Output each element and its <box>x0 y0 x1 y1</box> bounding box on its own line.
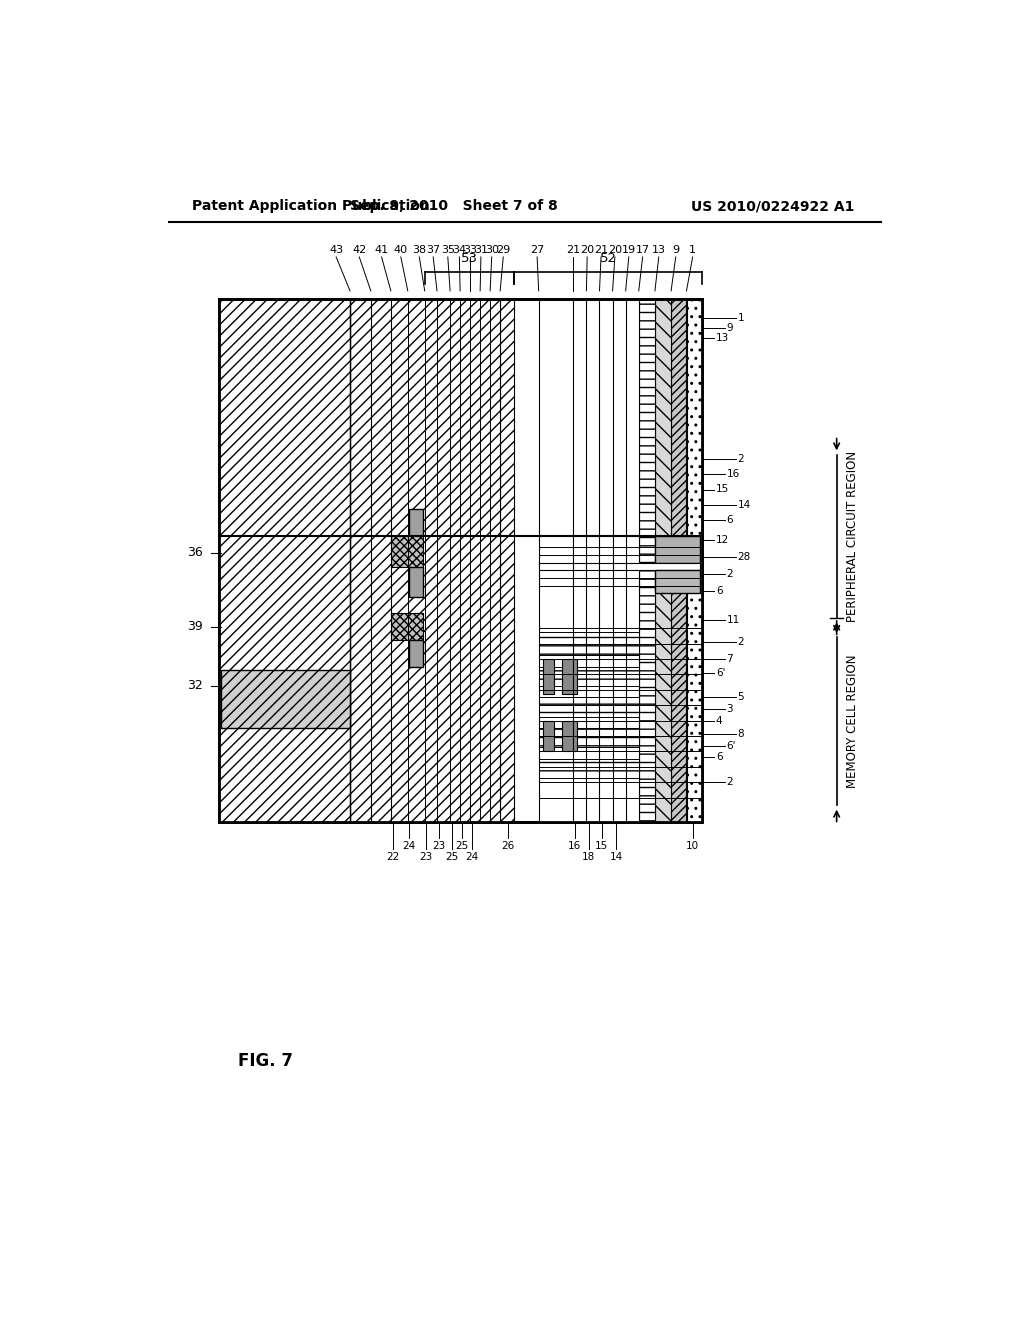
Bar <box>500 300 514 822</box>
Text: 6': 6' <box>727 741 736 751</box>
Text: 24: 24 <box>465 853 478 862</box>
Bar <box>562 659 578 693</box>
Text: 1: 1 <box>737 313 744 323</box>
Bar <box>655 300 671 822</box>
Text: 9: 9 <box>672 246 679 256</box>
Text: 26: 26 <box>501 841 514 850</box>
Text: 13: 13 <box>716 333 729 343</box>
Text: 11: 11 <box>727 615 739 626</box>
Bar <box>539 759 639 779</box>
Text: 16: 16 <box>727 469 739 479</box>
Text: 25: 25 <box>445 853 459 862</box>
Text: 17: 17 <box>636 246 649 256</box>
Bar <box>391 612 423 640</box>
Bar <box>539 667 639 686</box>
Text: 35: 35 <box>440 246 455 256</box>
Bar <box>539 632 639 655</box>
Bar <box>686 300 701 822</box>
Text: 12: 12 <box>716 535 729 545</box>
Bar <box>671 300 686 822</box>
Bar <box>410 508 423 536</box>
Text: 2: 2 <box>737 638 744 647</box>
Text: 3: 3 <box>727 704 733 714</box>
Bar <box>543 659 554 693</box>
Text: 14: 14 <box>610 853 623 862</box>
Text: 24: 24 <box>402 841 416 850</box>
Text: 19: 19 <box>622 246 636 256</box>
Bar <box>410 566 423 598</box>
Text: 7: 7 <box>727 653 733 664</box>
Text: 6: 6 <box>727 515 733 525</box>
Text: 2: 2 <box>737 454 744 463</box>
Text: 33: 33 <box>463 246 477 256</box>
Text: 42: 42 <box>352 246 367 256</box>
Text: Patent Application Publication: Patent Application Publication <box>193 199 430 213</box>
Text: 6: 6 <box>716 586 722 597</box>
Bar <box>219 300 701 822</box>
Text: 20: 20 <box>608 246 622 256</box>
Text: 21: 21 <box>594 246 608 256</box>
Text: 9: 9 <box>727 323 733 333</box>
Text: 23: 23 <box>420 853 433 862</box>
Text: 23: 23 <box>432 841 445 850</box>
Text: 21: 21 <box>566 246 581 256</box>
Text: 40: 40 <box>394 246 408 256</box>
Text: 30: 30 <box>484 246 499 256</box>
Text: 15: 15 <box>595 841 608 850</box>
Bar <box>539 697 639 717</box>
Bar <box>410 640 423 667</box>
Text: US 2010/0224922 A1: US 2010/0224922 A1 <box>691 199 854 213</box>
Text: 27: 27 <box>530 246 544 256</box>
Text: PERIPHERAL CIRCUIT REGION: PERIPHERAL CIRCUIT REGION <box>846 451 859 622</box>
Bar <box>350 300 500 822</box>
Bar <box>539 562 700 570</box>
Text: 25: 25 <box>455 841 468 850</box>
Text: 38: 38 <box>413 246 426 256</box>
Bar <box>543 721 554 751</box>
Bar <box>219 300 350 822</box>
Text: 6: 6 <box>716 752 722 763</box>
Text: 10: 10 <box>686 841 699 850</box>
Text: 36: 36 <box>186 546 203 560</box>
Text: 15: 15 <box>716 484 729 495</box>
Text: 52: 52 <box>599 252 616 264</box>
Text: 43: 43 <box>329 246 343 256</box>
Text: 13: 13 <box>652 246 666 256</box>
Text: 53: 53 <box>461 252 478 264</box>
Text: 22: 22 <box>386 853 399 862</box>
Text: 4: 4 <box>716 715 722 726</box>
Text: 20: 20 <box>581 246 594 256</box>
Text: 2: 2 <box>727 777 733 787</box>
Bar <box>220 671 350 729</box>
Text: 37: 37 <box>426 246 440 256</box>
Text: 34: 34 <box>453 246 466 256</box>
Text: 18: 18 <box>582 853 595 862</box>
Bar <box>219 300 701 822</box>
Bar <box>539 729 639 747</box>
Text: 28: 28 <box>737 552 751 562</box>
Text: 31: 31 <box>474 246 487 256</box>
Text: Sep. 9, 2010   Sheet 7 of 8: Sep. 9, 2010 Sheet 7 of 8 <box>350 199 558 213</box>
Text: 41: 41 <box>375 246 389 256</box>
Bar <box>639 300 655 822</box>
Bar <box>562 721 578 751</box>
Bar <box>391 536 423 566</box>
Bar <box>539 300 639 822</box>
Text: 6': 6' <box>716 668 725 677</box>
Text: 16: 16 <box>568 841 582 850</box>
Bar <box>655 570 700 594</box>
Text: 39: 39 <box>186 620 203 634</box>
Text: 8: 8 <box>737 730 744 739</box>
Text: 29: 29 <box>496 246 510 256</box>
Text: MEMORY CELL REGION: MEMORY CELL REGION <box>846 655 859 788</box>
Text: 14: 14 <box>737 500 751 510</box>
Text: 2: 2 <box>727 569 733 579</box>
Text: 5: 5 <box>737 693 744 702</box>
Text: 1: 1 <box>689 246 696 256</box>
Text: FIG. 7: FIG. 7 <box>239 1052 293 1069</box>
Text: 32: 32 <box>186 680 203 693</box>
Bar <box>655 536 700 562</box>
